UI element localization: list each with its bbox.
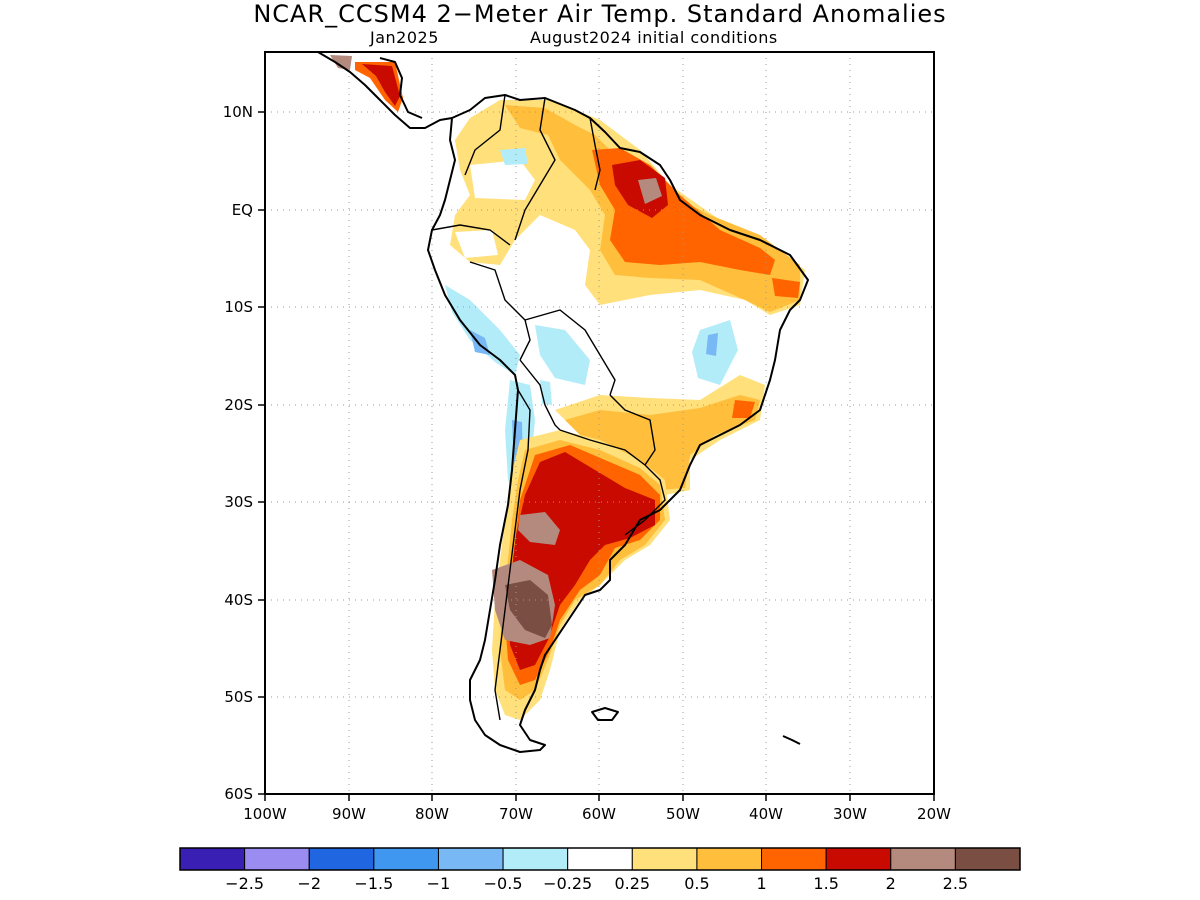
colorbar-label: −1.5 [354,874,393,893]
anomaly-peru-cyan [445,285,520,375]
colorbar-label: 1.5 [813,874,838,893]
lon-label-20w: 20W [917,805,951,823]
initial-conditions: August2024 initial conditions [530,28,778,47]
lon-label-90w: 90W [332,805,366,823]
colorbar-label: 0.25 [614,874,650,893]
anomaly-patagonia-dark-brown [505,580,552,638]
anomaly-north-white-1 [470,160,535,200]
colorbar-swatch [761,847,827,871]
graticule [265,52,934,794]
falklands [591,707,619,721]
lat-label-eq: EQ [232,201,253,219]
colorbar-label: 2 [886,874,896,893]
colorbar-label: 0.5 [684,874,709,893]
map-title: NCAR_CCSM4 2−Meter Air Temp. Standard An… [253,0,947,28]
lat-label-40s: 40S [224,591,253,609]
colorbar-label: −0.5 [484,874,523,893]
colorbar-swatch [502,847,569,871]
colorbar: −2.5 −2 −1.5 −1 −0.5 −0.25 0.25 0.5 1 1.5 2 2.5 [179,847,1021,893]
lat-label-10n: 10N [223,103,253,121]
lon-label-50w: 50W [666,805,700,823]
anomaly-north-brown [638,178,662,204]
colorbar-swatch [179,847,246,871]
south-georgia [782,735,801,745]
lat-label-50s: 50S [224,688,253,706]
south-america-coast [427,94,809,753]
colorbar-swatch [890,847,956,871]
colorbar-label: −2.5 [225,874,264,893]
lat-label-20s: 20S [224,396,253,414]
valid-month: Jan2025 [370,28,439,47]
lon-label-60w: 60W [582,805,616,823]
lon-label-40w: 40W [749,805,783,823]
colorbar-swatch [631,847,698,871]
anomaly-north-cyan [500,148,528,165]
coastlines [317,52,809,753]
anomaly-northeast-orange-2 [772,278,800,298]
anomaly-southeast-orange [565,395,760,490]
anomaly-central-america-red [362,64,400,106]
lat-axis [258,111,265,795]
anomaly-field [330,55,805,720]
anomaly-north-white-2 [455,230,498,258]
colorbar-swatch [825,847,892,871]
colorbar-swatch [954,847,1021,871]
lon-label-30w: 30W [833,805,867,823]
central-america-coast [317,52,453,129]
colorbar-label: −0.25 [543,874,592,893]
colorbar-label: 2.5 [943,874,968,893]
lon-label-80w: 80W [415,805,449,823]
lon-label-100w: 100W [243,805,287,823]
colorbar-label: −2 [297,874,321,893]
anomaly-southeast-deep-orange [732,400,755,418]
anomaly-northeast-orange [730,248,760,272]
colorbar-swatch [244,847,310,871]
lon-axis [264,794,935,801]
colorbar-swatch [373,847,439,871]
lat-label-10s: 10S [224,298,253,316]
anomaly-pampas-brown [518,512,560,545]
anomaly-brazil-blue [706,333,718,356]
colorbar-swatch [696,847,763,871]
anomaly-north-red [612,160,668,218]
lat-label-60s: 60S [224,785,253,803]
colorbar-label: −1 [427,874,451,893]
colorbar-label: 1 [756,874,766,893]
central-america-caribbean-coast [379,57,423,119]
colorbar-swatch [567,847,633,871]
country-borders [431,94,666,721]
colorbar-swatch [308,847,375,871]
anomaly-central-america-brown [330,55,352,70]
lat-label-30s: 30S [224,493,253,511]
anomaly-bolivia-cyan [535,325,590,385]
lon-label-70w: 70W [499,805,533,823]
colorbar-swatch [437,847,504,871]
